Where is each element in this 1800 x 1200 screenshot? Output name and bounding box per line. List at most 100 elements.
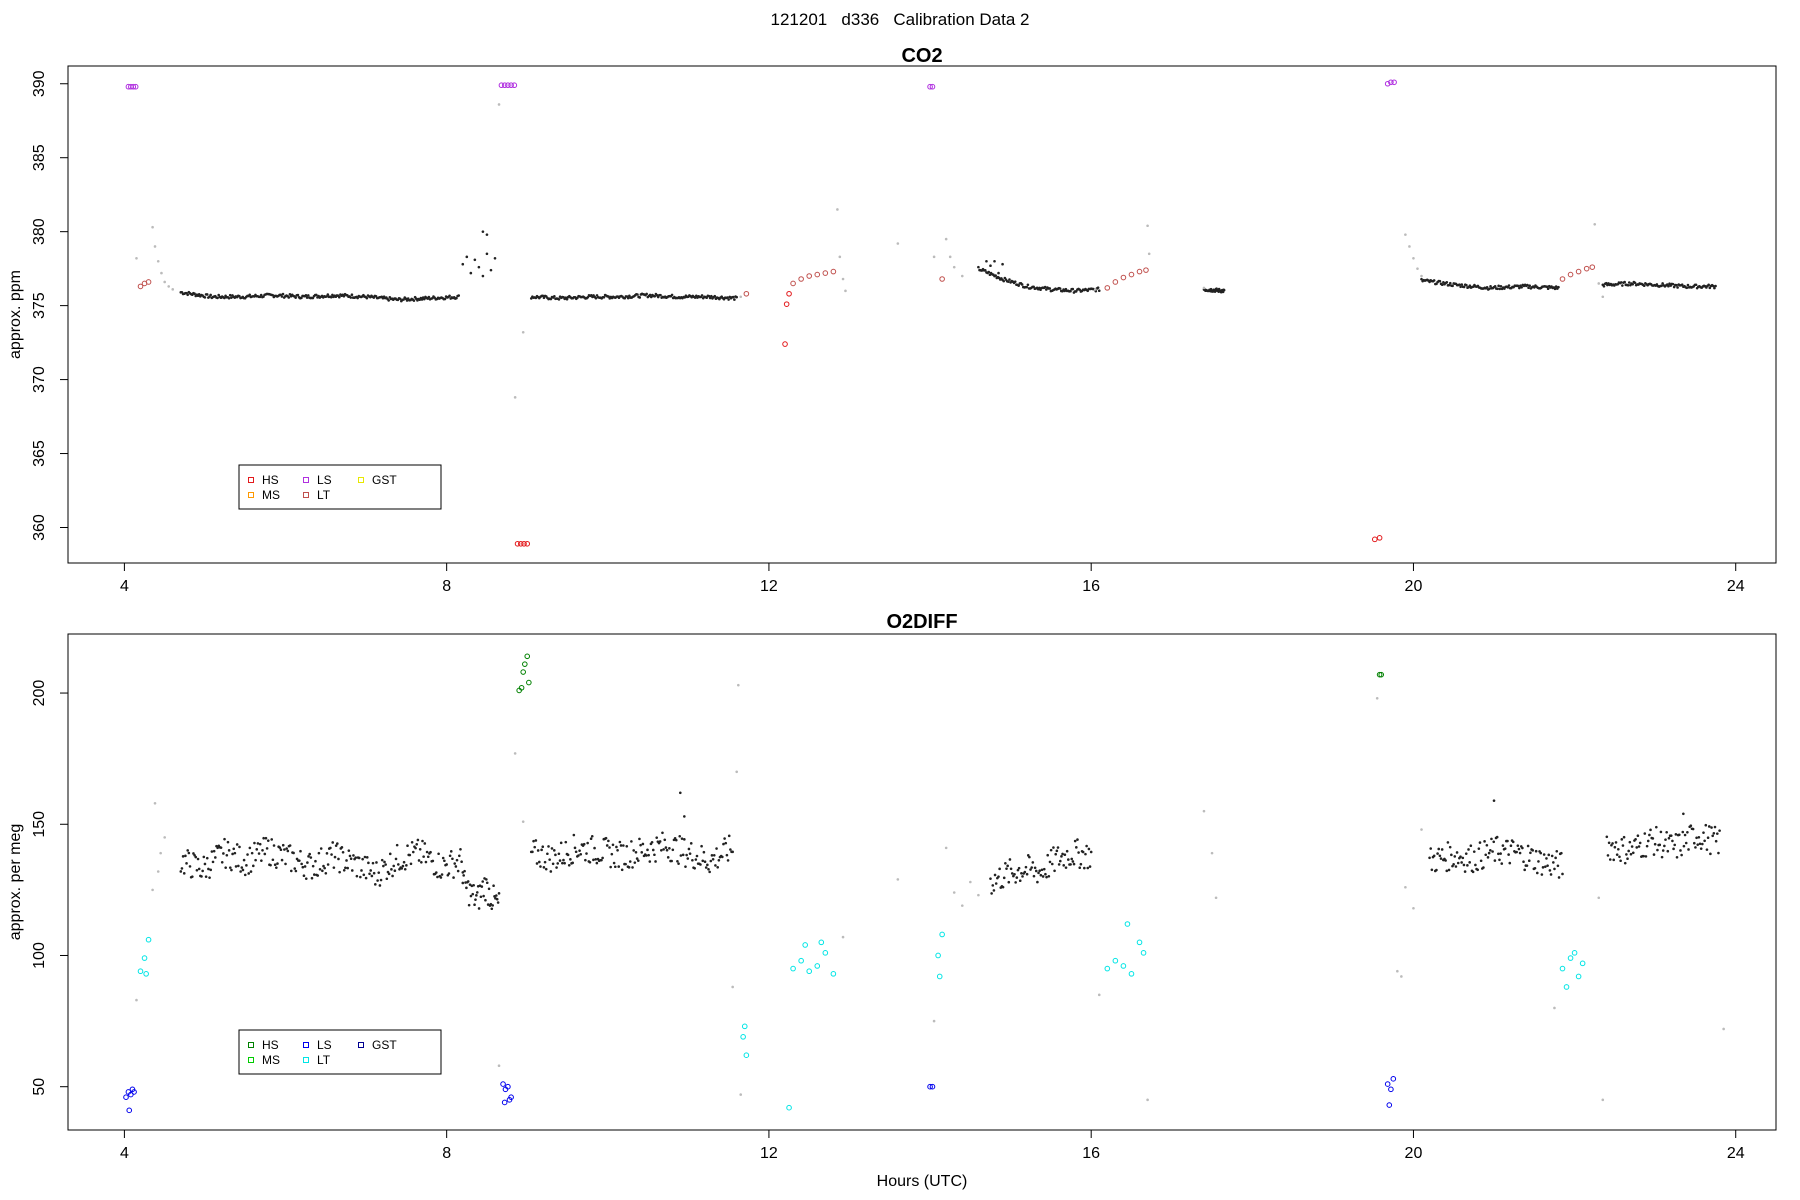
data-point: [1070, 857, 1074, 861]
data-point: [369, 869, 372, 872]
data-point: [1557, 285, 1560, 289]
data-point: [1687, 848, 1690, 851]
data-point: [1040, 868, 1044, 872]
data-point: [304, 877, 308, 880]
data-point: [260, 859, 263, 862]
data-point: [554, 853, 557, 857]
data-point: [1682, 844, 1686, 848]
data-point: [311, 296, 315, 300]
data-point: [1556, 864, 1560, 868]
data-point: [634, 851, 638, 854]
data-point: [240, 866, 244, 869]
data-point: [349, 296, 353, 299]
data-point: [252, 864, 255, 868]
data-point: [1489, 848, 1492, 852]
data-point: [1602, 284, 1606, 288]
data-point: [456, 869, 460, 873]
data-point: [722, 842, 725, 846]
data-point: [126, 1107, 133, 1114]
legend-label: GST: [372, 1038, 397, 1052]
data-point: [447, 872, 451, 875]
legend-marker: [248, 477, 254, 483]
data-point: [618, 840, 622, 844]
data-point: [569, 858, 572, 861]
legend-marker: [303, 477, 309, 483]
data-point: [944, 846, 948, 850]
data-point: [1506, 839, 1509, 843]
data-point: [1128, 271, 1135, 278]
data-point: [586, 841, 589, 845]
data-point: [602, 295, 606, 299]
data-point: [1456, 861, 1460, 865]
data-point: [540, 848, 543, 852]
data-point: [836, 208, 839, 211]
data-point: [818, 939, 825, 946]
data-point: [1649, 828, 1652, 832]
data-point: [1033, 866, 1037, 870]
data-point: [615, 845, 618, 849]
data-point: [1631, 851, 1635, 855]
data-point: [1495, 835, 1499, 839]
data-point: [1493, 285, 1497, 288]
data-point: [1675, 855, 1679, 859]
data-point: [455, 858, 459, 862]
data-point: [532, 839, 535, 843]
data-point: [1614, 841, 1618, 844]
data-point: [1016, 868, 1020, 872]
data-point: [674, 838, 678, 842]
data-point: [630, 840, 633, 843]
data-point: [680, 837, 684, 840]
data-point: [448, 854, 452, 858]
data-point: [1455, 851, 1459, 854]
data-point: [783, 301, 790, 307]
data-point: [186, 849, 189, 852]
data-point: [210, 850, 214, 853]
data-point: [1048, 860, 1052, 864]
data-point: [439, 876, 443, 879]
data-point: [1438, 854, 1442, 858]
data-point: [1039, 873, 1043, 877]
data-point: [1489, 284, 1492, 288]
x-axis: 4 8 12 16 20 24: [120, 1129, 1745, 1162]
data-point: [448, 294, 451, 298]
data-point: [538, 860, 541, 864]
data-point: [455, 296, 458, 300]
data-point: [249, 870, 253, 873]
data-point: [695, 294, 698, 298]
data-point: [1075, 846, 1078, 849]
data-point: [653, 294, 657, 298]
data-point: [319, 847, 323, 850]
data-point: [205, 856, 209, 860]
data-point: [1069, 863, 1072, 866]
data-point: [472, 883, 475, 887]
data-point: [293, 867, 297, 870]
legend-label: LS: [317, 1038, 332, 1052]
data-point: [650, 840, 654, 844]
data-point: [1078, 866, 1082, 869]
data-point: [1079, 862, 1083, 866]
data-point: [658, 840, 662, 843]
data-point: [497, 103, 501, 106]
data-point: [435, 871, 438, 874]
data-point: [691, 858, 694, 862]
data-point: [620, 868, 624, 872]
x-axis-label: Hours (UTC): [877, 1173, 968, 1190]
data-point: [333, 855, 337, 859]
data-point: [258, 842, 262, 846]
data-point: [679, 854, 683, 857]
data-point: [1202, 286, 1206, 290]
data-point: [1547, 853, 1551, 857]
data-point: [460, 860, 463, 864]
data-point: [701, 859, 705, 863]
data-point: [349, 857, 353, 861]
data-point: [1408, 245, 1411, 248]
legend-label: LT: [317, 488, 331, 502]
data-point: [798, 957, 804, 964]
data-point: [276, 862, 279, 865]
data-point: [1076, 838, 1079, 841]
data-point: [594, 857, 598, 861]
data-point: [636, 293, 639, 296]
data-point: [284, 862, 287, 866]
data-point: [517, 540, 524, 547]
data-point: [329, 846, 332, 850]
